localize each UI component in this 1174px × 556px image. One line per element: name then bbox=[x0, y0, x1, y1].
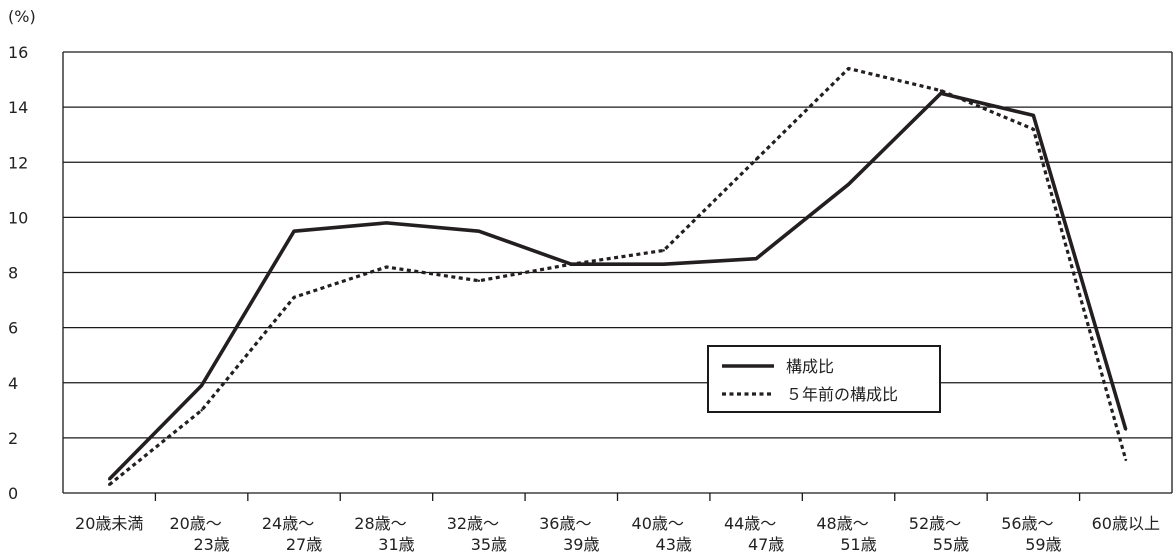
x-tick-label: 35歳 bbox=[471, 535, 507, 554]
legend-box bbox=[707, 345, 941, 413]
x-tick-label: 27歳 bbox=[286, 535, 322, 554]
x-tick-label: 43歳 bbox=[656, 535, 692, 554]
data-point bbox=[1124, 428, 1127, 431]
x-tick-label: 20歳～ bbox=[169, 514, 221, 533]
x-tick-label: 48歳～ bbox=[816, 514, 868, 533]
y-tick-label: 4 bbox=[8, 374, 18, 393]
data-point bbox=[385, 221, 388, 225]
data-point bbox=[292, 296, 296, 299]
data-point bbox=[662, 263, 665, 266]
y-tick-label: 10 bbox=[8, 208, 28, 227]
data-point bbox=[385, 265, 388, 269]
data-point bbox=[754, 257, 758, 260]
data-point bbox=[570, 263, 573, 266]
data-point bbox=[477, 279, 481, 282]
data-point bbox=[108, 483, 111, 486]
x-tick-label: 55歳 bbox=[933, 535, 969, 554]
x-tick-label: 24歳～ bbox=[262, 514, 314, 533]
x-tick-label: 44歳～ bbox=[724, 514, 776, 533]
data-point bbox=[847, 67, 850, 70]
data-point bbox=[200, 384, 203, 387]
x-tick-label: 31歳 bbox=[378, 535, 414, 554]
x-tick-label: 20歳未満 bbox=[75, 514, 143, 533]
x-tick-label: 60歳以上 bbox=[1092, 514, 1160, 533]
y-tick-label: 12 bbox=[8, 153, 28, 172]
data-point bbox=[1032, 114, 1035, 117]
y-tick-label: 6 bbox=[8, 319, 18, 338]
y-tick-label: 16 bbox=[8, 43, 28, 62]
x-tick-label: 56歳～ bbox=[1001, 514, 1053, 533]
data-point bbox=[662, 249, 665, 252]
x-tick-label: 40歳～ bbox=[632, 514, 684, 533]
y-tick-label: 0 bbox=[8, 484, 18, 503]
x-tick-label: 59歳 bbox=[1025, 535, 1061, 554]
data-point bbox=[847, 183, 850, 186]
legend-label: ５年前の構成比 bbox=[786, 385, 898, 404]
y-tick-label: 8 bbox=[8, 264, 18, 283]
y-tick-label: 14 bbox=[8, 98, 28, 117]
x-tick-label: 52歳～ bbox=[909, 514, 961, 533]
data-point bbox=[292, 229, 296, 233]
data-point bbox=[108, 478, 111, 481]
x-tick-label: 36歳～ bbox=[539, 514, 591, 533]
data-point bbox=[1032, 127, 1035, 131]
series-lines bbox=[107, 66, 1128, 486]
data-point bbox=[939, 89, 943, 92]
x-tick-label: 51歳 bbox=[840, 535, 876, 554]
data-point bbox=[477, 229, 481, 233]
data-point bbox=[939, 92, 943, 95]
x-tick-label: 28歳～ bbox=[354, 514, 406, 533]
x-axis-ticks: 20歳未満 20歳～ 23歳 24歳～ 27歳 28歳～ 31歳 32歳～ 35歳 36歳～ 39歳… bbox=[75, 493, 1160, 554]
x-tick-label: 32歳～ bbox=[447, 514, 499, 533]
data-point bbox=[754, 158, 758, 161]
x-tick-label: 23歳 bbox=[193, 535, 229, 554]
y-axis-ticks: 0 2 4 6 8 10 12 14 16 bbox=[8, 43, 28, 503]
x-tick-label: 39歳 bbox=[563, 535, 599, 554]
x-tick-label: 47歳 bbox=[748, 535, 784, 554]
series-line bbox=[108, 66, 1128, 486]
series-line bbox=[107, 91, 1128, 481]
legend-label: 構成比 bbox=[786, 357, 834, 376]
data-point bbox=[1124, 458, 1127, 462]
legend: 構成比 ５年前の構成比 bbox=[707, 345, 941, 413]
y-unit-label: (%) bbox=[8, 7, 36, 26]
data-point bbox=[200, 409, 203, 412]
y-tick-label: 2 bbox=[8, 429, 18, 448]
